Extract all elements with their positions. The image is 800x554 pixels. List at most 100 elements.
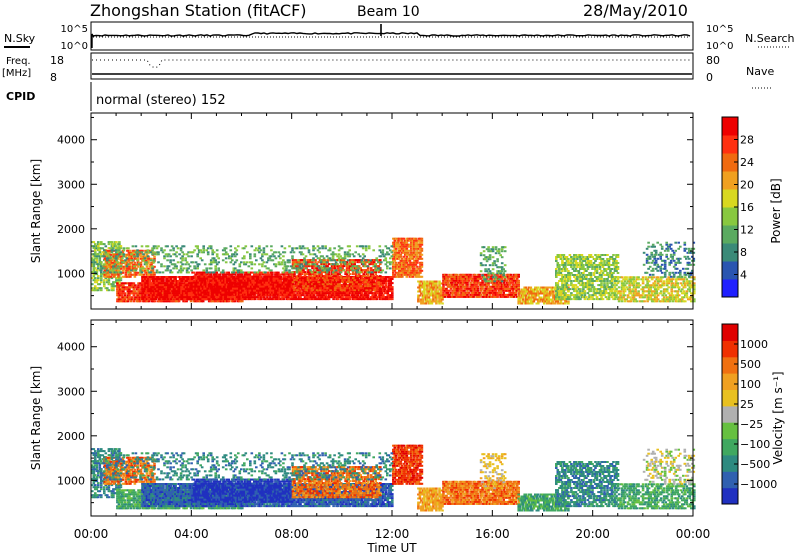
echo-cell [126, 296, 130, 299]
echo-cell [105, 265, 108, 268]
echo-cell [348, 261, 352, 264]
echo-cell [345, 296, 349, 299]
echo-cell [369, 261, 373, 264]
echo-cell [347, 298, 350, 301]
echo-cell [294, 289, 298, 292]
echo-cell [291, 285, 295, 288]
echo-cell [324, 263, 328, 266]
echo-cell [290, 296, 293, 299]
echo-cell [113, 281, 117, 284]
echo-cell [442, 287, 445, 290]
echo-cell [152, 300, 155, 303]
echo-cell [417, 273, 421, 276]
echo-cell [377, 279, 381, 282]
echo-cell [351, 282, 355, 285]
echo-cell [262, 293, 265, 296]
echo-cell [177, 288, 180, 291]
echo-cell [198, 271, 202, 274]
echo-cell [454, 287, 457, 290]
echo-cell [443, 295, 447, 298]
echo-cell [225, 283, 229, 286]
echo-cell [281, 283, 285, 286]
echo-cell [359, 275, 362, 278]
echo-cell [272, 291, 276, 294]
echo-cell [248, 289, 252, 292]
echo-cell [197, 275, 200, 278]
echo-cell [193, 296, 197, 299]
echo-cell [238, 289, 241, 292]
echo-cell [306, 259, 310, 262]
echo-cell [137, 300, 140, 303]
echo-cell [266, 275, 270, 278]
echo-cell [297, 279, 301, 282]
echo-cell [162, 276, 165, 278]
echo-cell [207, 288, 211, 291]
echo-cell [145, 298, 149, 301]
echo-cell [262, 277, 265, 280]
echo-cell [448, 273, 451, 276]
echo-cell [276, 298, 280, 301]
echo-cell [183, 280, 186, 282]
echo-cell [357, 281, 361, 284]
echo-cell [391, 294, 394, 297]
echo-cell [424, 300, 428, 303]
echo-cell [368, 292, 371, 295]
echo-cell [435, 302, 438, 305]
echo-cell [342, 277, 346, 280]
echo-cell [263, 289, 267, 292]
echo-cell [241, 277, 244, 280]
echo-cell [232, 273, 235, 276]
echo-cell [106, 281, 109, 284]
echo-cell [206, 281, 209, 284]
echo-cell [221, 289, 224, 292]
echo-cell [91, 263, 94, 266]
echo-cell [398, 255, 401, 258]
echo-cell [225, 286, 228, 289]
echo-cell [159, 298, 162, 301]
echo-cell [312, 294, 316, 297]
echo-cell [354, 292, 358, 295]
echo-cell [294, 276, 298, 278]
echo-cell [294, 281, 298, 284]
echo-cell [300, 271, 304, 274]
echo-cell [354, 294, 358, 297]
echo-cell [142, 255, 146, 258]
echo-cell [389, 278, 393, 280]
echo-cell [108, 251, 111, 254]
echo-cell [377, 277, 381, 280]
echo-cell [345, 279, 349, 282]
echo-cell [170, 300, 173, 303]
echo-cell [357, 289, 361, 292]
echo-cell [251, 298, 254, 301]
echo-cell [413, 263, 416, 266]
echo-cell [446, 293, 450, 296]
echo-cell [169, 298, 173, 301]
echo-cell [103, 273, 107, 276]
echo-cell [333, 277, 337, 280]
echo-cell [379, 290, 382, 293]
echo-cell [315, 279, 319, 282]
echo-cell [207, 298, 210, 301]
echo-cell [351, 271, 355, 274]
echo-cell [245, 296, 248, 299]
echo-cell [253, 285, 256, 288]
echo-cell [117, 269, 120, 272]
echo-cell [371, 273, 374, 276]
echo-cell [178, 278, 182, 280]
echo-cell [405, 255, 409, 258]
echo-cell [320, 281, 323, 284]
echo-cell [283, 277, 286, 280]
echo-cell [386, 290, 390, 293]
echo-cell [297, 290, 301, 293]
nave-label: Nave [746, 65, 774, 78]
echo-cell [175, 298, 179, 301]
echo-cell [306, 283, 310, 286]
echo-cell [345, 265, 349, 268]
echo-cell [338, 283, 341, 286]
echo-cell [233, 287, 237, 290]
echo-cell [371, 281, 374, 284]
echo-cell [401, 237, 404, 240]
echo-cell [128, 286, 131, 289]
echo-cell [212, 275, 215, 278]
echo-cell [267, 298, 271, 301]
